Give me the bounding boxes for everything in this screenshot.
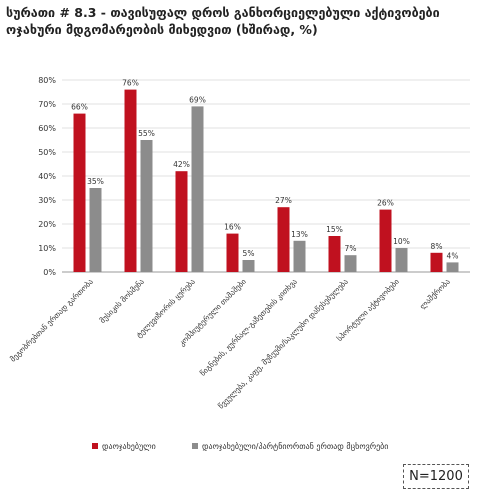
bar (277, 207, 290, 272)
y-tick-label: 40% (38, 172, 56, 181)
legend-swatch (92, 443, 98, 449)
value-label: 5% (243, 249, 255, 258)
y-tick-label: 60% (38, 124, 56, 133)
bar (430, 252, 443, 272)
y-tick-label: 30% (38, 196, 56, 205)
value-label: 7% (345, 244, 357, 253)
legend-label: დაოჯახებული (102, 441, 156, 451)
value-label: 76% (122, 79, 139, 88)
value-label: 66% (71, 103, 88, 112)
bar (242, 260, 255, 272)
bar (379, 209, 392, 272)
y-tick-label: 20% (38, 220, 56, 229)
x-tick-label: ლაშქრობა (418, 277, 452, 311)
value-label: 4% (447, 251, 459, 260)
sample-size: N=1200 (403, 464, 469, 489)
x-tick-label: მუსიკის მოსმენა (98, 277, 146, 325)
x-tick-label: წიგნების, ჟურნალ-გაზეთების კითხვა (198, 277, 299, 378)
bar (73, 113, 86, 272)
value-label: 35% (87, 177, 104, 186)
value-label: 69% (189, 95, 206, 104)
bar (124, 89, 137, 272)
bar (395, 248, 408, 272)
bar (226, 233, 239, 272)
y-tick-label: 80% (38, 76, 56, 85)
y-tick-label: 0% (43, 268, 56, 277)
legend-swatch (192, 443, 198, 449)
chart-title: სურათი # 8.3 - თავისუფალ დროს განხორციელ… (6, 5, 440, 37)
value-label: 26% (377, 199, 394, 208)
value-label: 13% (291, 230, 308, 239)
bar (140, 140, 153, 272)
bar (89, 188, 102, 272)
bar (191, 106, 204, 273)
bar (328, 236, 341, 272)
x-tick-label: მეგობრებთან ერთად გართობა (8, 277, 95, 364)
value-label: 16% (224, 223, 241, 232)
value-label: 42% (173, 160, 190, 169)
bar (344, 255, 357, 272)
value-label: 10% (393, 237, 410, 246)
bar (293, 240, 306, 272)
y-tick-label: 70% (38, 100, 56, 109)
value-label: 15% (326, 225, 343, 234)
bar (446, 262, 459, 272)
y-tick-label: 50% (38, 148, 56, 157)
value-label: 27% (275, 196, 292, 205)
bar (175, 171, 188, 272)
value-label: 8% (431, 242, 443, 251)
y-tick-label: 10% (38, 244, 56, 253)
legend-label: დაოჯახებული/პარტნიორთან ერთად მცხოვრები (202, 441, 388, 451)
value-label: 55% (138, 129, 155, 138)
